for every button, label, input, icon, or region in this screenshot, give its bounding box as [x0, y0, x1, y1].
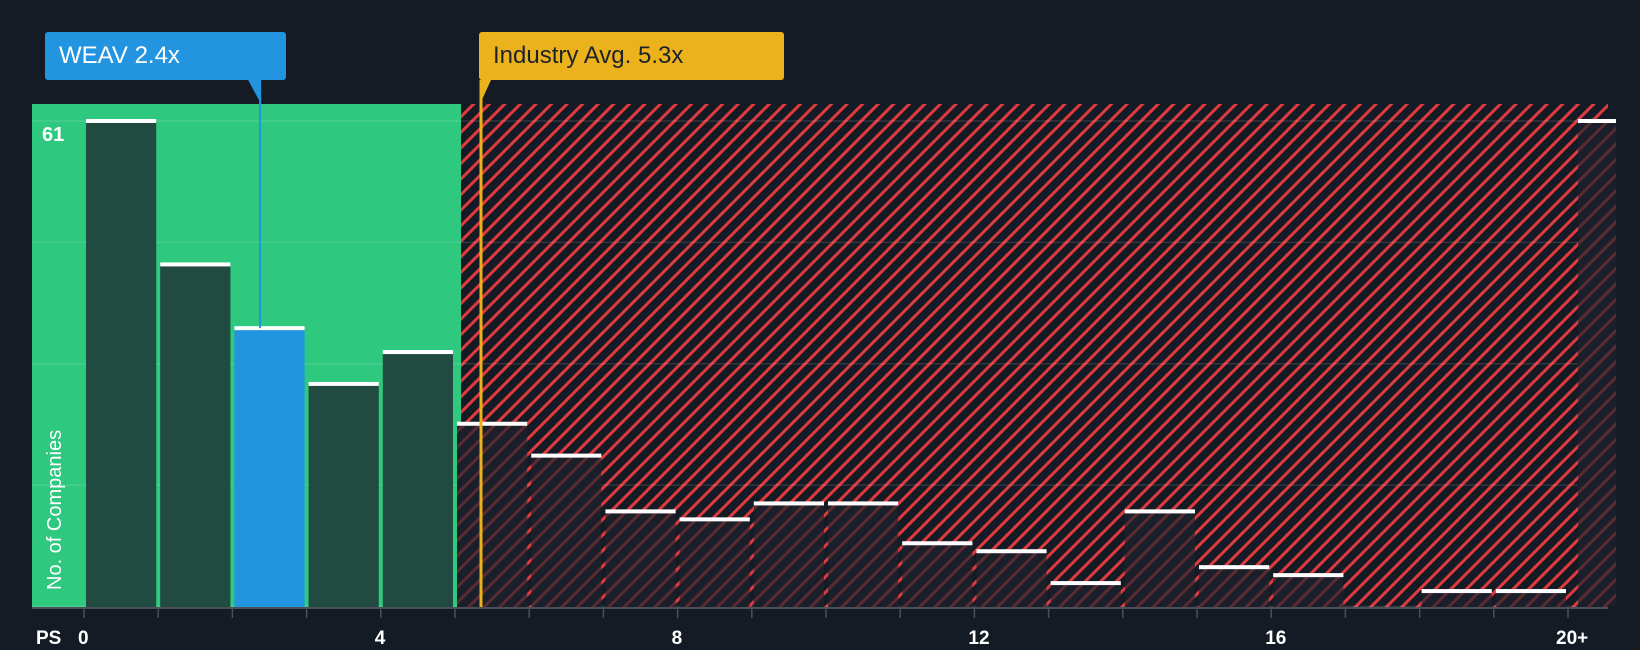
bar-cap — [902, 541, 973, 546]
bar-cap — [1273, 573, 1344, 578]
bar-cap — [1124, 509, 1195, 514]
x-tick-label: 4 — [374, 628, 386, 649]
x-axis-prefix: PS — [36, 628, 62, 649]
y-axis-title: No. of Companies — [44, 429, 66, 590]
histogram-bar — [1199, 567, 1270, 607]
histogram-bar — [679, 519, 750, 607]
histogram-bar — [86, 121, 157, 607]
histogram-bar — [1578, 121, 1616, 607]
histogram-bar — [1050, 583, 1121, 607]
bar-cap — [234, 326, 305, 331]
bar-cap — [531, 453, 602, 458]
y-axis-max-label: 61 — [42, 124, 65, 146]
bar-cap — [457, 421, 528, 426]
bar-cap — [605, 509, 676, 514]
histogram-bar — [160, 264, 231, 607]
histogram-bar — [605, 511, 676, 607]
histogram-bar — [531, 455, 602, 607]
histogram-bar — [902, 543, 973, 607]
histogram-bar — [457, 423, 528, 607]
bar-cap — [679, 517, 750, 522]
histogram-bar — [382, 352, 453, 607]
industry-avg-callout: Industry Avg. 5.3x — [479, 32, 784, 80]
histogram-bar — [234, 328, 305, 607]
bar-cap — [828, 501, 899, 506]
bar-cap — [753, 501, 824, 506]
company-ps-callout: WEAV 2.4x — [45, 32, 286, 80]
histogram-bar — [828, 503, 899, 607]
x-tick-label: 20+ — [1556, 628, 1589, 649]
bar-cap — [308, 381, 379, 386]
histogram-bar — [1495, 591, 1566, 607]
bar-cap — [1050, 581, 1121, 586]
histogram-bar — [1273, 575, 1344, 607]
bar-cap — [1421, 589, 1492, 594]
x-tick-label: 12 — [968, 628, 990, 649]
x-tick-label: 0 — [78, 628, 89, 649]
bar-cap — [86, 119, 157, 123]
company-callout-pointer — [248, 80, 262, 104]
histogram-bar — [1421, 591, 1492, 607]
histogram-bar — [753, 503, 824, 607]
industry-callout-pointer — [480, 80, 491, 104]
x-tick-label: 16 — [1265, 628, 1287, 649]
bar-cap — [1199, 565, 1270, 570]
histogram-bar — [308, 383, 379, 607]
histogram-bar — [976, 551, 1047, 607]
bar-cap — [160, 262, 231, 267]
bar-cap — [1495, 589, 1566, 594]
histogram-bar — [1124, 511, 1195, 607]
x-tick-label: 8 — [671, 628, 683, 649]
bar-cap — [976, 549, 1047, 554]
bar-cap — [382, 350, 453, 355]
